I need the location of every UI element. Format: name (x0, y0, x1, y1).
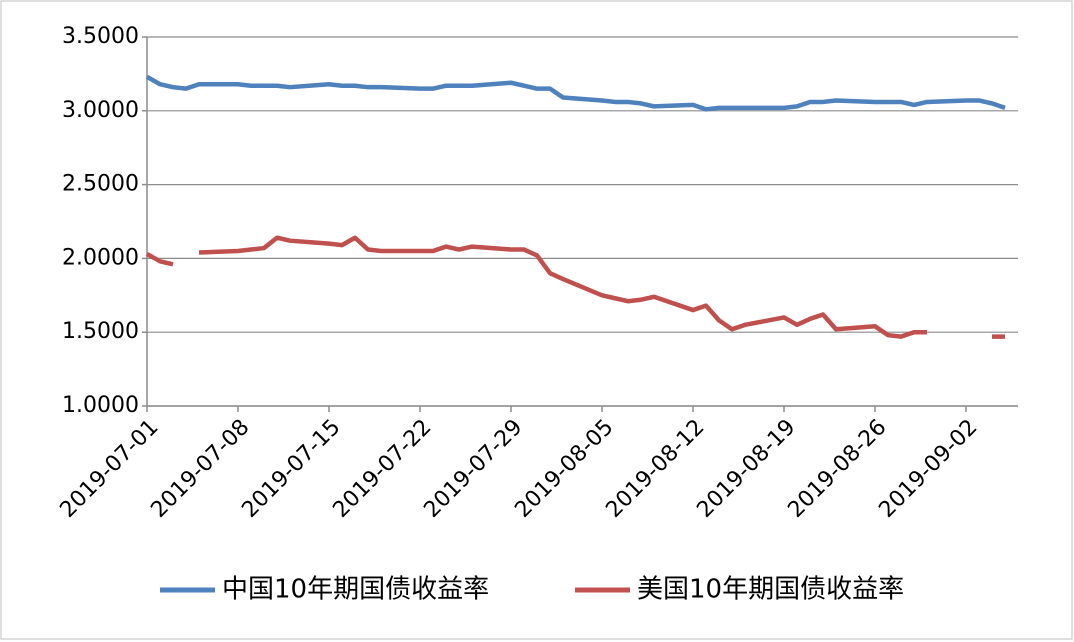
legend-label: 美国10年期国债收益率 (637, 575, 904, 605)
y-tick-label: 3.0000 (62, 98, 139, 123)
series-line (145, 235, 1005, 339)
y-tick-label: 2.0000 (62, 245, 139, 270)
y-tick-label: 1.5000 (62, 319, 139, 344)
legend-label: 中国10年期国债收益率 (222, 575, 489, 605)
y-tick-label: 2.5000 (62, 172, 139, 197)
y-tick-label: 3.5000 (62, 24, 139, 49)
series-line (145, 74, 1006, 112)
y-tick-label: 1.0000 (62, 393, 139, 418)
